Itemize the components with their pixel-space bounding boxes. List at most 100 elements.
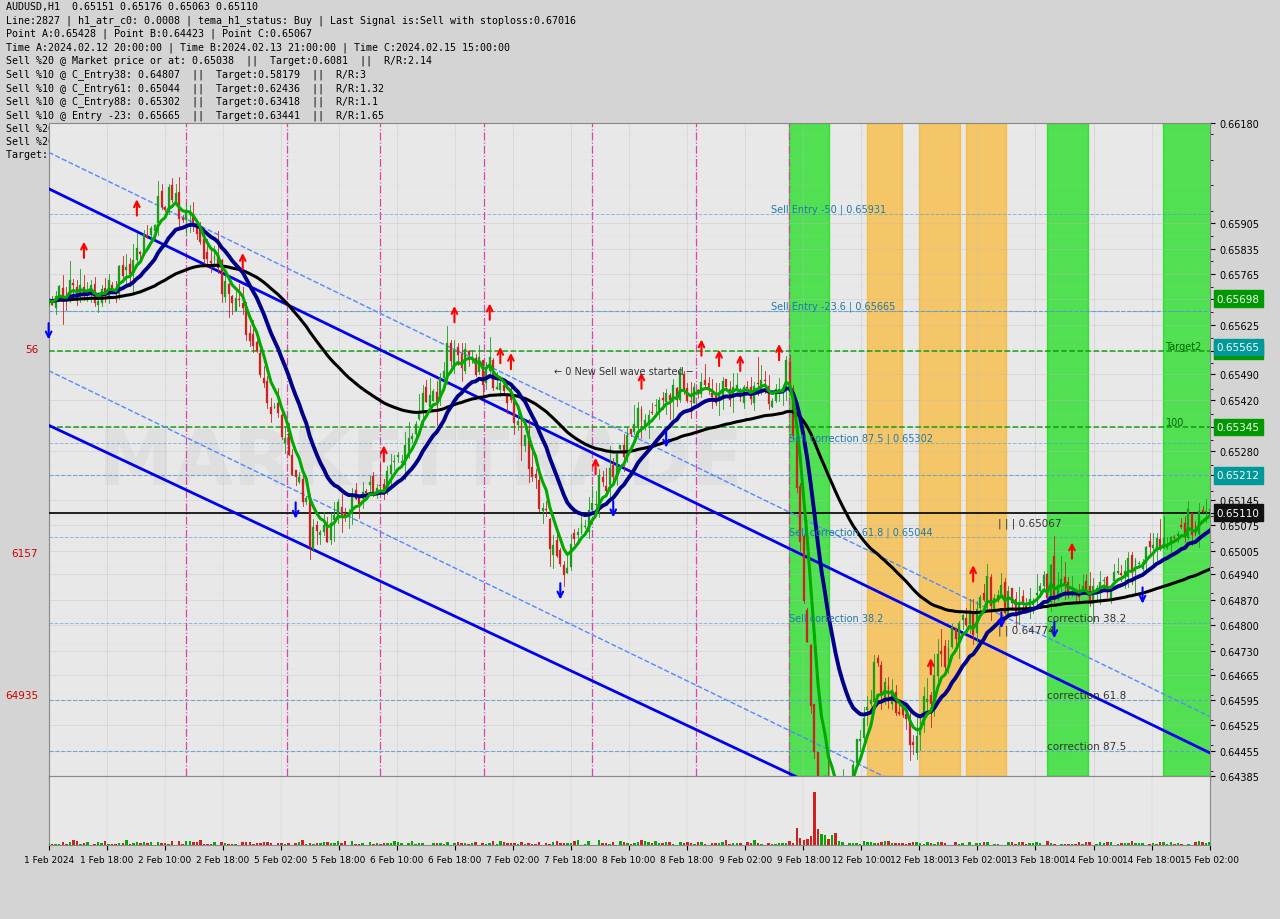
Bar	[136, 249, 138, 261]
Bar	[690, 402, 692, 403]
Bar	[1015, 599, 1016, 615]
Bar	[1036, 594, 1038, 596]
Bar	[492, 841, 494, 845]
Bar	[1018, 604, 1020, 613]
Bar	[598, 475, 600, 510]
Bar	[986, 843, 988, 845]
Bar	[630, 844, 632, 845]
Text: Sell correction 38.2: Sell correction 38.2	[790, 613, 883, 623]
Bar	[570, 843, 572, 845]
Bar	[573, 842, 576, 845]
Bar	[122, 844, 124, 845]
Bar	[820, 799, 823, 803]
Bar	[1043, 575, 1044, 586]
Bar	[584, 527, 586, 528]
Bar	[83, 844, 86, 845]
Bar	[911, 843, 914, 845]
Bar	[795, 828, 797, 845]
Bar	[142, 843, 145, 845]
Bar	[1198, 511, 1199, 535]
Bar	[429, 395, 430, 407]
Bar	[1071, 844, 1073, 845]
Text: 0.65212: 0.65212	[1217, 471, 1260, 481]
Bar	[566, 569, 568, 573]
Bar	[728, 390, 731, 401]
Bar	[925, 843, 928, 845]
Bar	[503, 842, 506, 845]
Bar	[545, 843, 548, 845]
Bar	[302, 480, 303, 503]
Bar	[623, 445, 625, 458]
Bar	[435, 392, 438, 403]
Bar	[979, 843, 982, 845]
Bar	[383, 844, 385, 845]
Bar	[966, 124, 1006, 777]
Bar	[108, 280, 110, 299]
Bar	[111, 286, 113, 290]
Bar	[79, 286, 82, 294]
Bar	[447, 344, 448, 380]
Bar	[260, 354, 261, 376]
Bar	[262, 842, 265, 845]
Bar	[302, 840, 303, 845]
Bar	[541, 508, 544, 512]
Bar	[1036, 842, 1038, 845]
Bar	[90, 286, 92, 292]
Bar	[1180, 844, 1183, 845]
Text: MARKETTRADE: MARKETTRADE	[97, 426, 742, 500]
Bar	[1025, 606, 1027, 607]
Bar	[746, 388, 749, 389]
Bar	[1164, 124, 1212, 777]
Bar	[867, 707, 868, 710]
Bar	[489, 844, 492, 845]
Bar	[831, 792, 833, 816]
Bar	[122, 266, 124, 277]
Bar	[768, 386, 769, 405]
Bar	[859, 844, 861, 845]
Bar	[172, 186, 173, 200]
Bar	[186, 841, 187, 845]
Bar	[666, 394, 667, 403]
Bar	[1100, 842, 1102, 845]
Bar	[407, 843, 410, 845]
Bar	[957, 844, 960, 845]
Bar	[326, 526, 329, 542]
Bar	[1166, 545, 1169, 549]
Bar	[598, 840, 600, 845]
Bar	[806, 840, 809, 845]
Bar	[672, 386, 675, 403]
Bar	[457, 843, 460, 845]
Bar	[915, 736, 918, 753]
Bar	[280, 415, 283, 437]
Bar	[421, 393, 424, 413]
Bar	[792, 389, 794, 437]
Bar	[1100, 582, 1101, 589]
Bar	[774, 389, 777, 402]
Bar	[1032, 601, 1034, 606]
Bar	[234, 299, 237, 312]
Text: correction 38.2: correction 38.2	[1047, 613, 1126, 623]
Bar	[104, 289, 106, 293]
Bar	[810, 836, 812, 845]
Bar	[923, 697, 924, 725]
Bar	[694, 388, 695, 403]
Bar	[753, 841, 755, 845]
Bar	[1208, 842, 1211, 845]
Bar	[509, 843, 512, 845]
Bar	[1176, 534, 1179, 536]
Bar	[760, 844, 763, 845]
Bar	[778, 390, 780, 392]
Bar	[157, 197, 159, 223]
Bar	[1106, 842, 1108, 845]
Bar	[291, 456, 293, 475]
Bar	[189, 214, 191, 216]
Bar	[493, 360, 494, 389]
Text: Target2: Target2	[1166, 342, 1202, 352]
Bar	[509, 396, 512, 401]
Bar	[1039, 843, 1042, 845]
Bar	[852, 844, 855, 845]
Bar	[326, 842, 329, 845]
Bar	[608, 844, 611, 845]
Bar	[824, 778, 826, 801]
Bar	[220, 261, 223, 295]
